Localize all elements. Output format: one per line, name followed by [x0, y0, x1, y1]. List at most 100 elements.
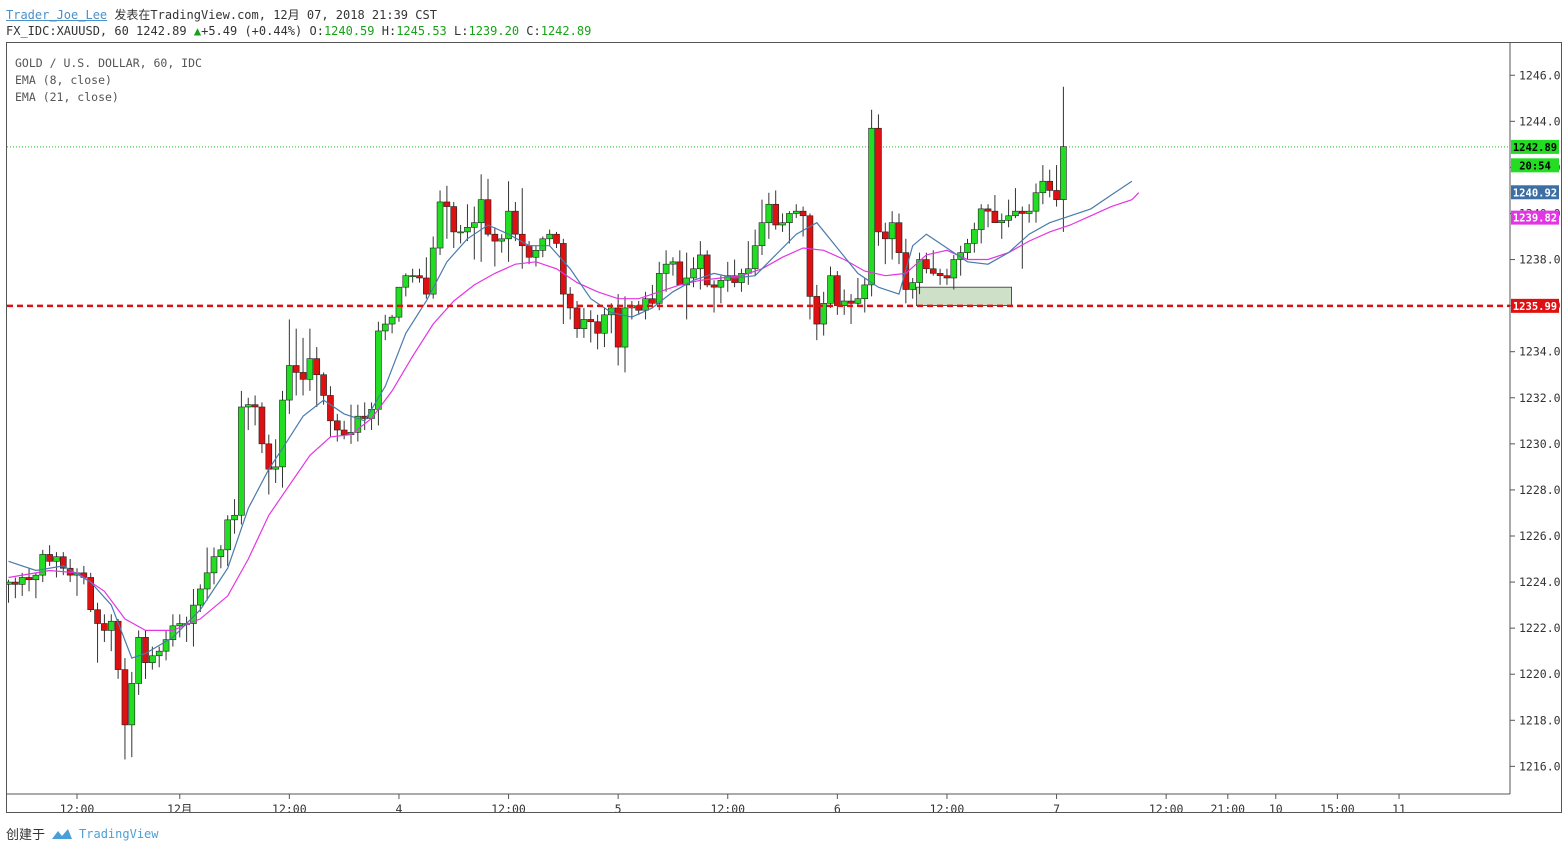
candle — [162, 630, 170, 661]
candle-body-up — [765, 203, 773, 223]
candle — [779, 213, 786, 232]
candle — [210, 547, 218, 585]
candle-body-up — [244, 404, 252, 408]
candle-body-down — [46, 554, 53, 562]
candle-body-down — [895, 222, 903, 253]
price-label-bg — [1511, 139, 1559, 154]
candle — [573, 301, 581, 338]
published-text: 发表在TradingView.com, 12月 07, 2018 21:39 C… — [114, 8, 437, 22]
candle — [265, 434, 273, 495]
candle — [792, 204, 800, 219]
candle-body-down — [292, 365, 300, 373]
candle-body-up — [642, 298, 649, 311]
candle-body-down — [881, 231, 889, 240]
y-tick-label: 1226.00 — [1519, 529, 1561, 543]
candle-body-down — [484, 199, 492, 235]
candle — [1053, 165, 1060, 207]
candle — [560, 238, 567, 325]
low-label: L: — [454, 24, 469, 38]
candle-body-up — [155, 650, 163, 657]
price-label-bg — [1511, 158, 1559, 173]
candle-body-up — [162, 639, 170, 652]
candle — [197, 584, 204, 613]
candle — [587, 310, 595, 343]
candle — [94, 602, 101, 663]
candle — [553, 231, 560, 249]
author-link[interactable]: Trader_Joe_Lee — [6, 8, 108, 22]
tradingview-brand[interactable]: TradingView — [79, 826, 159, 841]
y-tick-label: 1222.00 — [1519, 621, 1561, 635]
high-value: 1245.53 — [396, 24, 447, 38]
candle — [717, 275, 725, 304]
candle-body-down — [320, 374, 327, 396]
candle — [1060, 86, 1067, 232]
candle — [1032, 183, 1040, 223]
price-label-text: 1242.89 — [1513, 142, 1557, 154]
candle — [518, 188, 526, 269]
candle — [313, 347, 321, 407]
candle — [39, 549, 47, 583]
candle — [594, 314, 601, 350]
chart-frame[interactable]: 1216.00 1218.00 1220.00 1222.00 1224.00 1226.… — [5, 42, 1568, 816]
candle-body-down — [806, 215, 814, 297]
candle-body-down — [594, 321, 601, 334]
price-label-bg — [1511, 185, 1559, 200]
candle — [888, 211, 896, 260]
candle — [176, 614, 184, 638]
candle-body-up — [197, 588, 204, 606]
candle-body-up — [457, 231, 464, 234]
candle — [53, 552, 60, 578]
candle-body-up — [909, 282, 917, 290]
candle — [676, 250, 684, 286]
candle — [381, 314, 389, 341]
candle — [991, 195, 999, 223]
tradingview-logo-icon[interactable] — [51, 827, 73, 841]
candle — [388, 314, 396, 334]
candle-body-down — [101, 623, 108, 631]
x-tick-label: 12:00 — [710, 802, 745, 812]
candle — [765, 192, 773, 239]
candle-body-up — [381, 323, 389, 332]
candle — [190, 588, 197, 647]
candle — [32, 572, 40, 599]
candle-body-down — [1053, 190, 1060, 200]
candlestick-chart[interactable]: 1216.00 1218.00 1220.00 1222.00 1224.00 1226.… — [5, 43, 1568, 816]
candle — [251, 395, 259, 426]
candle — [484, 178, 492, 237]
candle — [1012, 188, 1019, 219]
candles — [5, 86, 1067, 760]
candle-body-up — [655, 273, 663, 304]
candle — [238, 390, 245, 525]
ema8-line — [8, 180, 1133, 659]
candle-body-up — [868, 127, 875, 286]
candle — [786, 211, 793, 244]
x-tick-label: 12:00 — [60, 802, 95, 812]
candle-body-up — [690, 268, 697, 279]
candle-body-down — [566, 293, 574, 309]
open-value: 1240.59 — [323, 24, 375, 38]
candle — [244, 397, 252, 431]
candle-body-up — [176, 623, 184, 627]
candle — [601, 307, 608, 348]
candle — [1005, 199, 1012, 228]
candle — [840, 289, 848, 315]
candle-body-up — [964, 243, 971, 253]
legend: GOLD / U.S. DOLLAR, 60, IDC EMA (8, clos… — [15, 56, 202, 104]
candle-body-up — [18, 577, 26, 585]
candle-body-up — [107, 620, 115, 631]
candle — [402, 273, 410, 297]
candle-body-down — [929, 268, 937, 274]
candle — [18, 572, 26, 596]
x-tick-label: 11 — [1392, 802, 1406, 812]
candle — [135, 630, 142, 695]
candle — [1018, 206, 1026, 269]
candle-body-up — [279, 399, 286, 468]
y-tick-label: 1238.00 — [1519, 253, 1561, 267]
candle — [436, 190, 444, 255]
candle-body-up — [998, 220, 1006, 223]
close-value: 1242.89 — [540, 24, 592, 38]
candle-body-up — [53, 556, 60, 562]
candle-body-up — [32, 574, 40, 581]
candle-body-up — [470, 222, 478, 228]
candle-body-up — [286, 365, 293, 401]
